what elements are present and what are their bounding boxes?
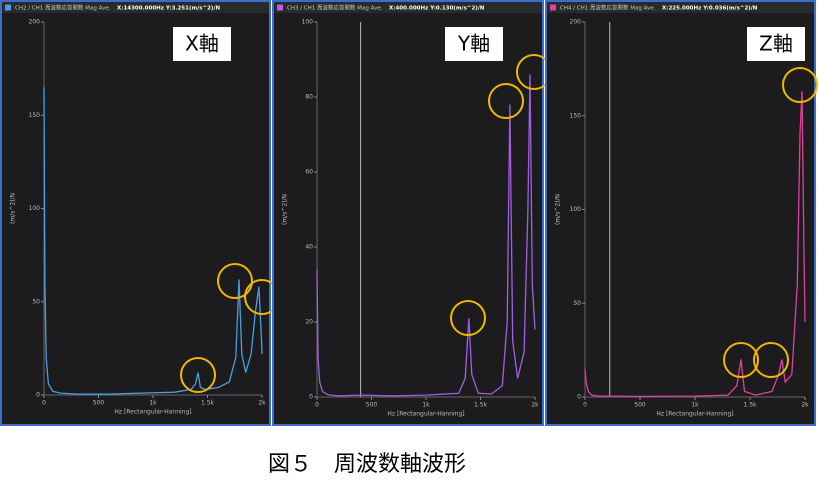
y-tick-label: 50 [32,298,40,305]
axis-label-box [445,27,503,61]
x-tick-label: 0 [315,402,319,409]
y-tick-label: 0 [36,392,40,399]
channel-swatch [550,4,556,11]
y-tick-label: 20 [305,319,313,326]
x-tick-label: 1k [691,402,699,409]
x-tick-label: 500 [634,402,646,409]
panel-header [274,2,542,13]
axis-label: Z軸 [759,32,793,56]
highlight-circle [723,342,759,378]
y-tick-label: 150 [570,112,582,119]
x-axis-label: Hz [Rectangular-Hanning] [656,411,733,418]
y-tick-label: 0 [577,394,581,401]
panel-header [547,2,814,13]
x-tick-label: 1.5k [474,402,488,409]
highlight-circle [782,67,818,103]
highlight-circle [753,342,789,378]
channel-swatch [277,4,283,11]
panel [272,0,544,426]
panel [545,0,816,426]
axis-label: X軸 [185,32,219,56]
y-tick-label: 200 [29,19,41,26]
x-tick-label: 1k [149,400,157,407]
y-tick-label: 150 [29,112,41,119]
y-tick-label: 100 [570,206,582,213]
axis-label-box [747,27,805,61]
x-tick-label: 2k [531,402,539,409]
y-tick-label: 40 [305,244,313,251]
highlight-circle [488,83,524,119]
x-axis-label: Hz [Rectangular-Hanning] [114,409,191,416]
x-tick-label: 1k [422,402,430,409]
highlight-circle [450,300,486,336]
highlight-circle [217,263,253,299]
y-tick-label: 50 [573,300,581,307]
y-tick-label: 100 [29,205,41,212]
panel-title: CH4 / CH1 周波数応答関数 Mag Ave. [560,4,656,12]
data-line [43,87,263,395]
figure: CH2 / CH1 周波数応答関数 Mag Ave. X:14300.000Hz … [0,0,818,426]
highlight-circle [180,357,216,393]
x-tick-label: 500 [366,402,378,409]
x-tick-label: 0 [583,402,587,409]
y-axis-label: (m/s^2)/N [282,194,289,225]
y-axis-label: (m/s^2)/N [10,193,17,224]
axis-label-box [173,27,231,61]
y-axis-label: (m/s^2)/N [555,194,562,225]
panel [0,0,271,426]
x-tick-label: 2k [801,402,809,409]
x-tick-label: 0 [42,400,46,407]
y-tick-label: 60 [305,169,313,176]
x-tick-label: 500 [93,400,105,407]
x-tick-label: 1.5k [201,400,215,407]
x-axis-label: Hz [Rectangular-Hanning] [387,411,464,418]
cursor-readout: X:225.000Hz Y:0.036(m/s^2)/N [662,6,758,12]
y-tick-label: 80 [305,94,313,101]
cursor-readout: X:400.000Hz Y:0.130(m/s^2)/N [389,6,485,12]
x-tick-label: 1.5k [743,402,757,409]
panel-header [2,2,269,13]
y-tick-label: 100 [302,19,314,26]
data-line [584,91,806,398]
data-line [316,74,536,397]
y-tick-label: 0 [309,394,313,401]
caption: 図５ 周波数軸波形 [268,452,467,477]
y-tick-label: 200 [570,19,582,26]
channel-swatch [5,4,11,11]
axis-label: Y軸 [457,32,490,56]
panel-title: CH3 / CH1 周波数応答関数 Mag Ave. [287,4,383,12]
cursor-readout: X:14300.000Hz Y:3.251(m/s^2)/N [117,6,220,12]
x-tick-label: 2k [258,400,266,407]
panel-title: CH2 / CH1 周波数応答関数 Mag Ave. [15,4,111,12]
